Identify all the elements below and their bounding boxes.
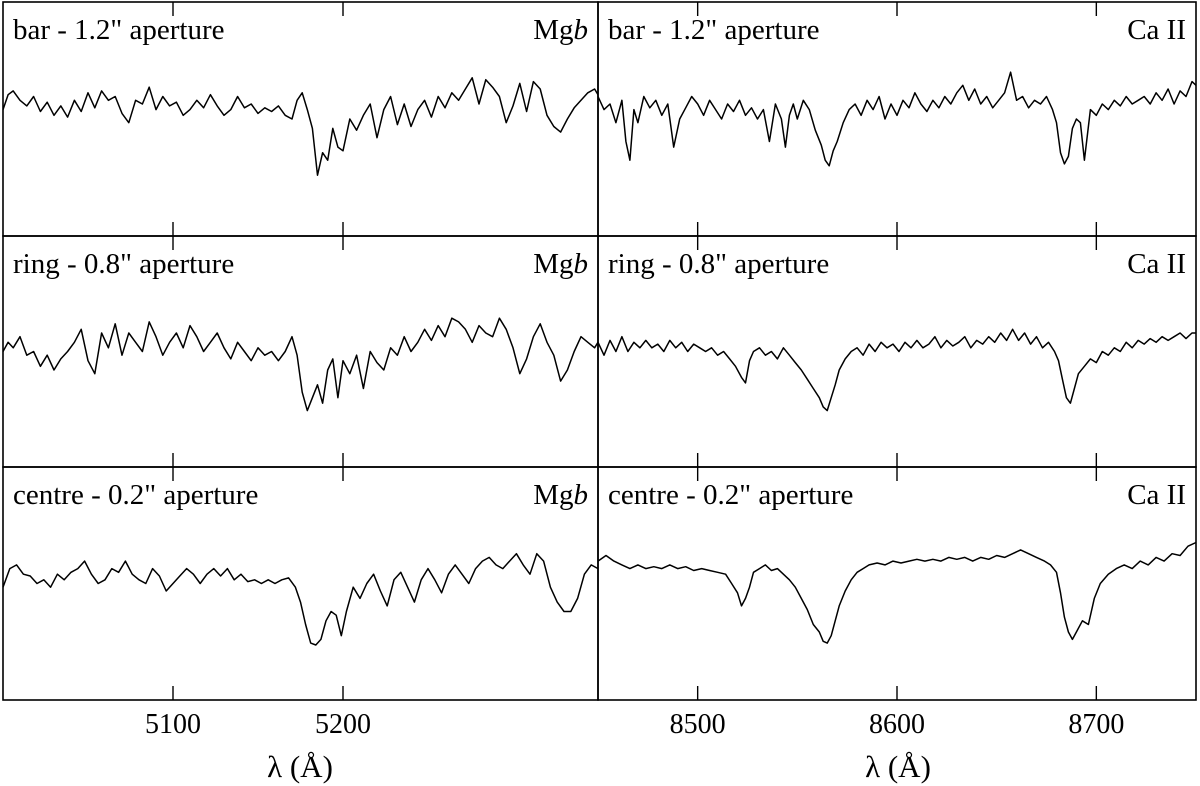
feature-label-main: Mg — [533, 248, 573, 280]
x-axis-label-right: λ (Å) — [865, 749, 931, 784]
feature-label-italic: b — [574, 14, 589, 46]
x-tick-label: 5200 — [315, 709, 371, 740]
panel-centre-mgb: 5100 5200 centre - 0.2" aperture Mgb — [2, 466, 599, 740]
panel-feature-label: Mgb — [533, 479, 588, 511]
panel-ring-caii: ring - 0.8" aperture Ca II — [597, 235, 1197, 468]
panel-feature-label: Mgb — [533, 14, 588, 46]
panels-group: bar - 1.2" aperture Mgb bar - 1.2" apertur… — [2, 1, 1197, 740]
spectrum-line — [2, 317, 599, 412]
feature-label-main: Ca II — [1127, 14, 1186, 46]
panel-bar-caii: bar - 1.2" aperture Ca II — [597, 1, 1197, 237]
x-axis-label-left: λ (Å) — [267, 749, 333, 784]
spectrum-line — [2, 77, 599, 176]
panel-ring-mgb: ring - 0.8" aperture Mgb — [2, 235, 599, 468]
x-tick-label: 8500 — [670, 709, 726, 740]
feature-label-main: Mg — [533, 479, 573, 511]
feature-label-main: Ca II — [1127, 479, 1186, 511]
x-tick-label: 8700 — [1068, 709, 1124, 740]
x-axis-labels-group: λ (Å) λ (Å) — [267, 749, 931, 784]
feature-label-main: Mg — [533, 14, 573, 46]
panel-feature-label: Mgb — [533, 248, 588, 280]
feature-label-main: Ca II — [1127, 248, 1186, 280]
panel-bar-mgb: bar - 1.2" aperture Mgb — [2, 1, 599, 237]
panel-aperture-label: bar - 1.2" aperture — [13, 14, 225, 46]
panel-feature-label: Ca II — [1127, 479, 1186, 511]
panel-aperture-label: ring - 0.8" aperture — [608, 248, 829, 280]
panel-aperture-label: centre - 0.2" aperture — [13, 479, 258, 511]
panel-feature-label: Ca II — [1127, 14, 1186, 46]
x-tick-label: 8600 — [869, 709, 925, 740]
panel-aperture-label: bar - 1.2" aperture — [608, 14, 820, 46]
spectrum-line — [2, 552, 599, 646]
spectrum-line — [597, 328, 1196, 412]
spectrum-line — [597, 541, 1197, 644]
panel-aperture-label: ring - 0.8" aperture — [13, 248, 234, 280]
panel-feature-label: Ca II — [1127, 248, 1186, 280]
feature-label-italic: b — [574, 248, 589, 280]
feature-label-italic: b — [574, 479, 589, 511]
x-tick-label: 5100 — [145, 709, 201, 740]
panel-centre-caii: 8500 8600 8700 centre - 0.2" aperture Ca II — [597, 466, 1197, 740]
panel-aperture-label: centre - 0.2" aperture — [608, 479, 853, 511]
spectrum-line — [597, 71, 1197, 167]
